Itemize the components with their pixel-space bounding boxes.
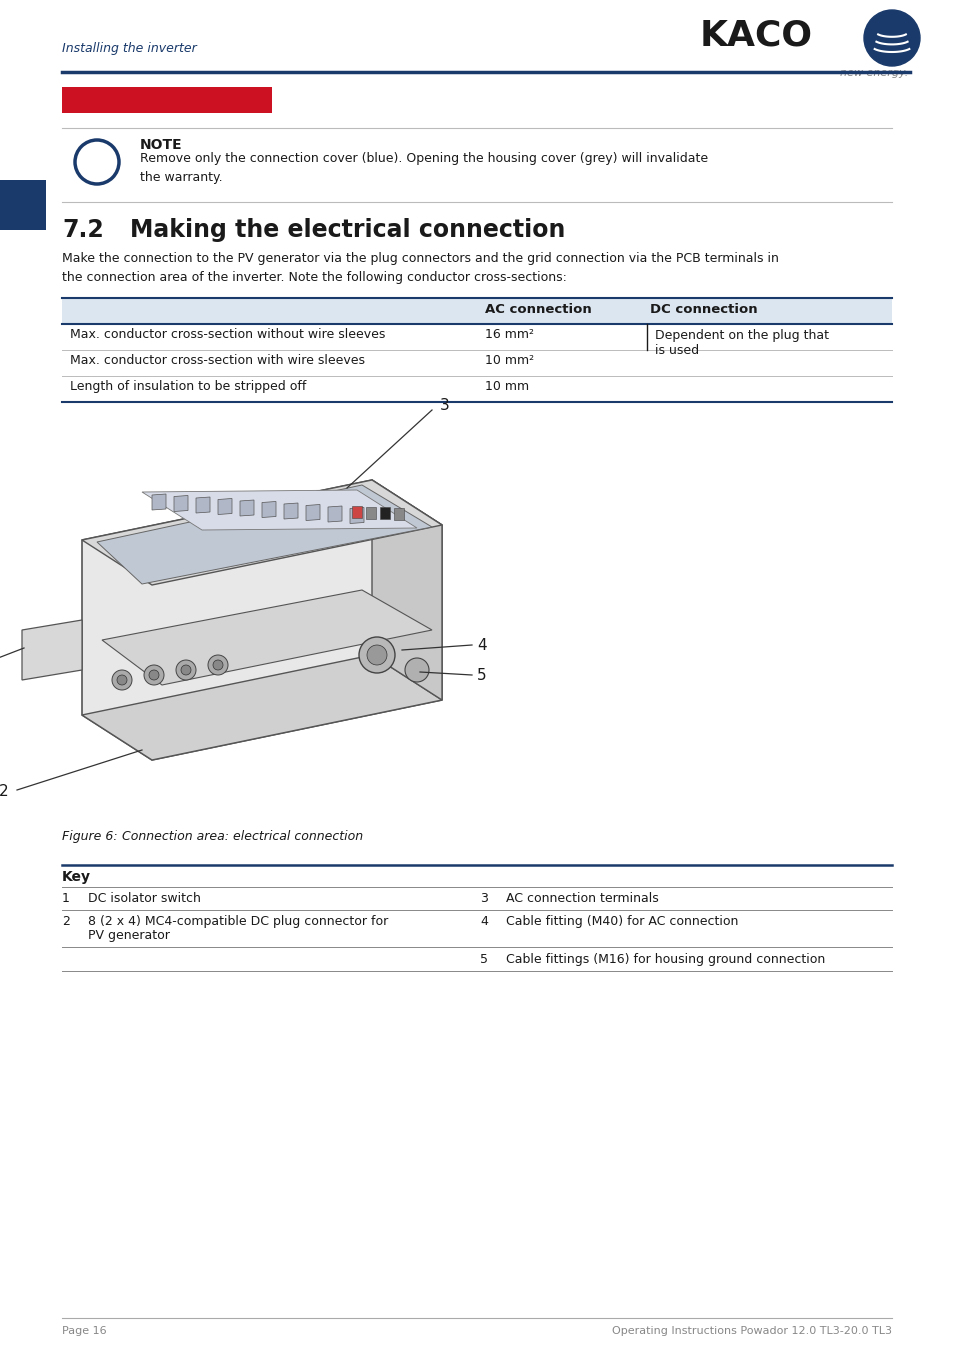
Polygon shape	[142, 490, 416, 531]
Polygon shape	[22, 620, 82, 680]
Text: AC connection: AC connection	[484, 302, 591, 316]
Polygon shape	[350, 508, 364, 524]
Text: Key: Key	[62, 869, 91, 884]
Polygon shape	[173, 495, 188, 512]
Text: Connection area: electrical connection: Connection area: electrical connection	[110, 830, 363, 842]
Text: KACO: KACO	[700, 18, 812, 53]
Circle shape	[863, 9, 919, 66]
Text: Making the electrical connection: Making the electrical connection	[130, 217, 565, 242]
Text: AC connection terminals: AC connection terminals	[505, 892, 659, 904]
Polygon shape	[195, 497, 210, 513]
Circle shape	[149, 670, 159, 680]
Text: 4: 4	[479, 915, 487, 927]
Polygon shape	[102, 590, 432, 684]
Polygon shape	[366, 506, 375, 518]
FancyBboxPatch shape	[0, 180, 46, 230]
Text: 1: 1	[62, 892, 70, 904]
Text: 2: 2	[0, 784, 9, 799]
Circle shape	[117, 675, 127, 684]
Circle shape	[144, 666, 164, 684]
Text: DC isolator switch: DC isolator switch	[88, 892, 201, 904]
Polygon shape	[306, 505, 319, 521]
FancyBboxPatch shape	[62, 298, 891, 324]
Polygon shape	[240, 500, 253, 516]
Text: Operating Instructions Powador 12.0 TL3-20.0 TL3: Operating Instructions Powador 12.0 TL3-…	[612, 1326, 891, 1336]
Circle shape	[213, 660, 223, 670]
Text: Max. conductor cross-section with wire sleeves: Max. conductor cross-section with wire s…	[70, 354, 365, 367]
Polygon shape	[262, 501, 275, 517]
Polygon shape	[394, 508, 403, 520]
Text: Cable fitting (M40) for AC connection: Cable fitting (M40) for AC connection	[505, 915, 738, 927]
Circle shape	[358, 637, 395, 674]
FancyBboxPatch shape	[62, 86, 272, 113]
Polygon shape	[372, 481, 441, 701]
Circle shape	[112, 670, 132, 690]
Text: Max. conductor cross-section without wire sleeves: Max. conductor cross-section without wir…	[70, 328, 385, 342]
Polygon shape	[82, 481, 441, 760]
Circle shape	[405, 657, 429, 682]
Text: 2: 2	[62, 915, 70, 927]
Text: Cable fittings (M16) for housing ground connection: Cable fittings (M16) for housing ground …	[505, 953, 824, 967]
Text: 3: 3	[479, 892, 487, 904]
Text: Make the connection to the PV generator via the plug connectors and the grid con: Make the connection to the PV generator …	[62, 252, 778, 284]
Text: 5: 5	[476, 667, 486, 683]
Text: PV generator: PV generator	[88, 929, 170, 942]
Text: is used: is used	[655, 344, 699, 358]
Text: Installing the inverter: Installing the inverter	[62, 42, 196, 55]
Polygon shape	[97, 485, 432, 585]
Text: 10 mm²: 10 mm²	[484, 354, 534, 367]
Text: Length of insulation to be stripped off: Length of insulation to be stripped off	[70, 379, 306, 393]
Text: DC connection: DC connection	[649, 302, 757, 316]
Text: NOTE: NOTE	[140, 138, 182, 153]
Text: 3: 3	[439, 398, 449, 413]
Polygon shape	[352, 506, 361, 518]
Text: ⚠ Authorised electrician: ⚠ Authorised electrician	[76, 99, 246, 111]
Polygon shape	[328, 506, 341, 522]
Text: i: i	[92, 140, 102, 167]
Circle shape	[208, 655, 228, 675]
Text: Figure 6:: Figure 6:	[62, 830, 117, 842]
Text: 4: 4	[476, 637, 486, 652]
Text: 16 mm²: 16 mm²	[484, 328, 534, 342]
Polygon shape	[218, 498, 232, 514]
Text: 10 mm: 10 mm	[484, 379, 529, 393]
Circle shape	[367, 645, 387, 666]
Text: 5: 5	[479, 953, 488, 967]
Text: 8 (2 x 4) MC4-compatible DC plug connector for: 8 (2 x 4) MC4-compatible DC plug connect…	[88, 915, 388, 927]
Circle shape	[181, 666, 191, 675]
Text: Remove only the connection cover (blue). Opening the housing cover (grey) will i: Remove only the connection cover (blue).…	[140, 153, 707, 184]
Polygon shape	[82, 481, 441, 585]
Circle shape	[175, 660, 195, 680]
Polygon shape	[284, 504, 297, 518]
Text: Dependent on the plug that: Dependent on the plug that	[655, 328, 828, 342]
Polygon shape	[152, 494, 166, 510]
Text: Page 16: Page 16	[62, 1326, 107, 1336]
Text: new energy.: new energy.	[840, 68, 907, 78]
Text: EN: EN	[11, 208, 34, 223]
Polygon shape	[379, 508, 390, 518]
Text: 7.2: 7.2	[62, 217, 104, 242]
Circle shape	[75, 140, 119, 184]
Polygon shape	[82, 655, 441, 760]
